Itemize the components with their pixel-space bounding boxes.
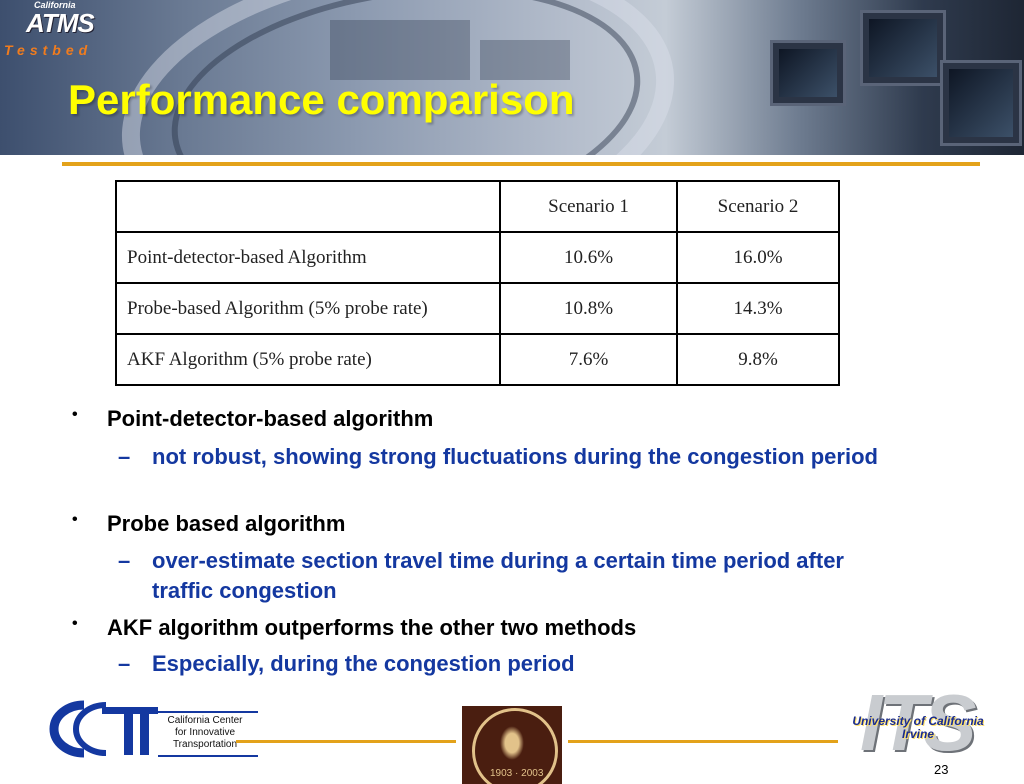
university-seal: 1903 · 2003: [462, 706, 562, 784]
its-logo-text: ITS: [860, 678, 976, 767]
logo-top-text: California: [34, 0, 76, 10]
bullet-dot-icon: •: [72, 511, 78, 528]
table-cell: Probe-based Algorithm (5% probe rate): [115, 282, 501, 335]
bullet-text: AKF algorithm outperforms the other two …: [107, 615, 637, 640]
page-number: 23: [934, 762, 949, 777]
table-cell: 7.6%: [499, 333, 678, 386]
logo-main-text: ATMS: [26, 8, 95, 38]
seal-ring-icon: [472, 708, 558, 784]
ccit-rule: [158, 711, 258, 713]
sub-bullet-text: not robust, showing strong fluctuations …: [152, 444, 878, 469]
ccit-text: California Center for Innovative Transpo…: [160, 715, 250, 751]
ccit-emblem-icon: [49, 700, 158, 758]
dash-icon: –: [118, 444, 131, 469]
table-row: Point-detector-based Algorithm 10.6% 16.…: [115, 231, 840, 284]
seal-years: 1903 · 2003: [490, 768, 544, 779]
table-cell: 10.8%: [499, 282, 678, 335]
ccit-logo: California Center for Innovative Transpo…: [24, 693, 258, 765]
table-header-cell: Scenario 1: [499, 180, 678, 233]
table-header-cell: Scenario 2: [676, 180, 840, 233]
table-cell: 14.3%: [676, 282, 840, 335]
table-cell: Point-detector-based Algorithm: [115, 231, 501, 284]
title-divider: [62, 162, 980, 166]
table-cell: 9.8%: [676, 333, 840, 386]
uci-text: University of California Irvine: [838, 715, 998, 741]
table-row: Probe-based Algorithm (5% probe rate) 10…: [115, 282, 840, 335]
logo-sub-text: Testbed: [4, 42, 93, 58]
header-banner: California ATMS Testbed: [0, 0, 1024, 155]
table-header-cell: [115, 180, 501, 233]
banner-monitor-graphic: [770, 40, 846, 106]
ccit-line: Transportation: [172, 739, 238, 750]
table-cell: AKF Algorithm (5% probe rate): [115, 333, 501, 386]
ccit-rule: [158, 755, 258, 757]
banner-monitor-graphic: [860, 10, 946, 86]
slide-title: Performance comparison: [68, 76, 575, 123]
table-header-row: Scenario 1 Scenario 2: [115, 180, 840, 233]
uci-line: Irvine: [901, 727, 934, 741]
bullet-dot-icon: •: [72, 406, 78, 423]
banner-monitor-graphic: [940, 60, 1022, 146]
footer-rule-left: [236, 740, 456, 743]
comparison-table: Scenario 1 Scenario 2 Point-detector-bas…: [115, 180, 840, 386]
sub-bullet-text: Especially, during the congestion period: [152, 651, 575, 676]
uci-line: University of California: [852, 714, 984, 728]
bullet-dot-icon: •: [72, 615, 78, 632]
sub-bullet-text: over-estimate section travel time during…: [152, 548, 844, 603]
ccit-line: California Center: [167, 715, 243, 726]
atms-testbed-logo: California ATMS Testbed: [0, 0, 108, 62]
ccit-line: for Innovative: [174, 727, 236, 738]
dash-icon: –: [118, 651, 131, 676]
footer-rule-right: [568, 740, 838, 743]
table-cell: 16.0%: [676, 231, 840, 284]
seal-tree-icon: [500, 726, 524, 760]
table-row: AKF Algorithm (5% probe rate) 7.6% 9.8%: [115, 333, 840, 386]
dash-icon: –: [118, 548, 131, 573]
banner-building-graphic: [330, 20, 470, 80]
table-cell: 10.6%: [499, 231, 678, 284]
bullet-text: Probe based algorithm: [107, 511, 346, 536]
bullet-text: Point-detector-based algorithm: [107, 406, 434, 431]
banner-building-graphic: [480, 40, 570, 80]
its-uci-logo: ITS University of California Irvine: [838, 678, 1024, 767]
